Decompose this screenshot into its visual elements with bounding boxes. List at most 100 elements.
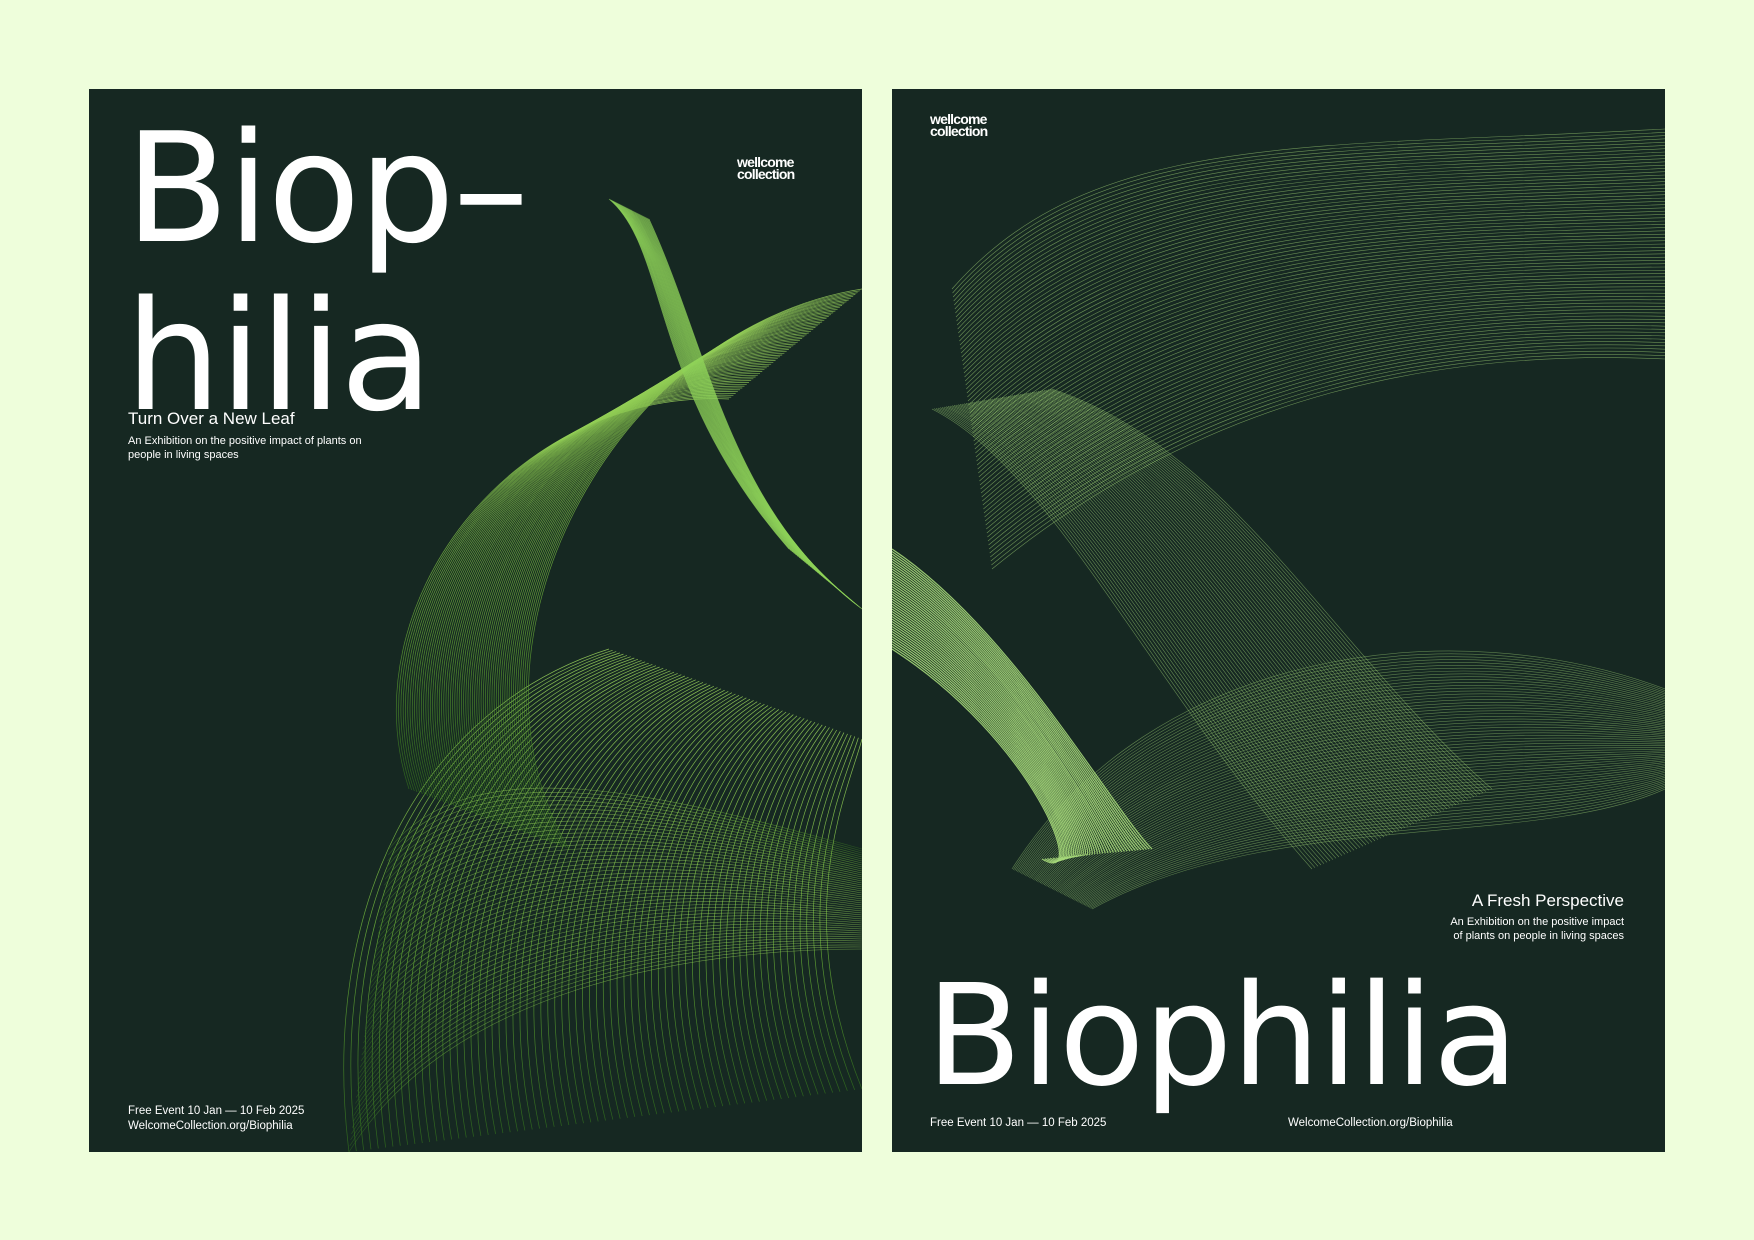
ribbon-line bbox=[970, 233, 1665, 418]
ribbon-line bbox=[892, 620, 1078, 858]
ribbon-line bbox=[1043, 718, 1665, 886]
ribbon-line bbox=[480, 328, 814, 828]
ribbon-line bbox=[353, 935, 862, 1116]
ribbon-line bbox=[421, 662, 649, 1143]
ribbon-line bbox=[953, 405, 1346, 855]
ribbon-top bbox=[608, 198, 862, 610]
description: An Exhibition on the positive impact of … bbox=[128, 435, 362, 461]
ribbon-line bbox=[963, 403, 1361, 848]
ribbon-line bbox=[519, 295, 854, 846]
ribbon-line bbox=[469, 338, 803, 823]
ribbon-line bbox=[746, 723, 819, 1100]
ribbon-line bbox=[361, 909, 862, 1056]
ribbon-line bbox=[646, 217, 859, 607]
ribbon-line bbox=[982, 302, 1665, 502]
ribbon-line bbox=[1025, 679, 1665, 876]
ribbon-line bbox=[970, 237, 1665, 422]
ribbon-line bbox=[892, 600, 1096, 855]
ribbon-line bbox=[1077, 770, 1665, 902]
ribbon-line bbox=[1029, 687, 1665, 878]
ribbon-line bbox=[961, 403, 1358, 850]
ribbon-line bbox=[651, 705, 769, 1113]
ribbon-line bbox=[356, 926, 862, 1092]
ribbon-line bbox=[363, 901, 862, 1038]
ribbon-line bbox=[359, 918, 862, 1074]
ribbon-line bbox=[498, 676, 689, 1133]
ribbon-line bbox=[952, 135, 1665, 298]
ribbon-line bbox=[892, 605, 1091, 856]
ribbon-line bbox=[1074, 767, 1665, 901]
ribbon-line bbox=[373, 862, 862, 965]
ribbon-line bbox=[959, 404, 1355, 851]
ribbon-line bbox=[355, 930, 862, 1104]
ribbon-line bbox=[793, 732, 845, 1094]
ribbon-line bbox=[1085, 780, 1665, 906]
ribbon-line bbox=[999, 397, 1415, 824]
ribbon-line bbox=[971, 402, 1373, 843]
ribbon-line bbox=[474, 334, 807, 825]
ribbon-line bbox=[933, 408, 1316, 868]
ribbon-line bbox=[892, 630, 1071, 860]
ribbon-line bbox=[773, 728, 834, 1097]
ribbon-line bbox=[1011, 395, 1433, 816]
ribbon-line bbox=[443, 360, 776, 811]
ribbon-line bbox=[955, 151, 1665, 318]
ribbon-line bbox=[493, 317, 827, 834]
ribbon-line bbox=[642, 215, 852, 601]
ribbon-line bbox=[892, 548, 1153, 850]
ribbon-line bbox=[982, 305, 1665, 506]
ribbon-line bbox=[892, 556, 1145, 851]
ribbon-line bbox=[525, 290, 860, 849]
website-url: WelcomeCollection.org/Biophilia bbox=[1288, 1117, 1453, 1129]
ribbon-line bbox=[957, 404, 1352, 852]
ribbon-line bbox=[1022, 673, 1665, 875]
ribbon-line bbox=[1078, 772, 1665, 903]
ribbon-line bbox=[554, 687, 718, 1126]
ribbon-line bbox=[1053, 737, 1665, 890]
ribbon-line bbox=[1038, 707, 1665, 883]
ribbon-line bbox=[1007, 396, 1427, 819]
ribbon-line bbox=[1015, 659, 1665, 872]
ribbon-line bbox=[1033, 391, 1466, 802]
ribbon-line bbox=[367, 888, 862, 1013]
ribbon-line bbox=[360, 912, 862, 1062]
ribbon-line bbox=[991, 357, 1665, 570]
ribbon-line bbox=[1091, 788, 1665, 910]
ribbon-line bbox=[732, 720, 812, 1102]
ribbon-line bbox=[1030, 690, 1665, 879]
ribbon-line bbox=[1035, 391, 1469, 800]
ribbon-line bbox=[366, 892, 862, 1019]
ribbon-line bbox=[958, 168, 1665, 338]
ribbon-line bbox=[388, 787, 862, 850]
ribbon-line bbox=[602, 696, 743, 1119]
ribbon-line bbox=[892, 568, 1131, 852]
ribbon-line bbox=[438, 363, 772, 809]
ribbon-line bbox=[1058, 747, 1665, 893]
ribbon-line bbox=[1054, 740, 1665, 891]
ribbon-line bbox=[1021, 670, 1665, 874]
ribbon-line bbox=[449, 667, 664, 1139]
ribbon-line bbox=[935, 408, 1319, 867]
ribbon-line bbox=[892, 613, 1084, 857]
ribbon-line bbox=[1057, 745, 1665, 892]
ribbon-line bbox=[947, 406, 1337, 859]
ribbon-line bbox=[375, 854, 862, 953]
ribbon-line bbox=[964, 200, 1665, 378]
ribbon-line bbox=[987, 399, 1397, 832]
ribbon-line bbox=[504, 308, 838, 839]
ribbon-lower-right bbox=[1011, 650, 1665, 910]
ribbon-line bbox=[1021, 393, 1448, 810]
ribbon-line bbox=[975, 263, 1665, 454]
ribbon-line bbox=[987, 334, 1665, 542]
ribbon-line bbox=[387, 792, 862, 856]
ribbon-line bbox=[892, 585, 1112, 853]
ribbon-line bbox=[612, 200, 797, 556]
event-date: Free Event 10 Jan — 10 Feb 2025 bbox=[128, 1105, 305, 1117]
ribbon-line bbox=[1071, 763, 1665, 900]
ribbon-line bbox=[517, 297, 851, 845]
ribbon-line bbox=[647, 218, 861, 608]
ribbon-line bbox=[937, 407, 1322, 866]
ribbon-line bbox=[386, 656, 631, 1147]
ribbon-line bbox=[987, 331, 1665, 538]
ribbon-line bbox=[960, 181, 1665, 354]
